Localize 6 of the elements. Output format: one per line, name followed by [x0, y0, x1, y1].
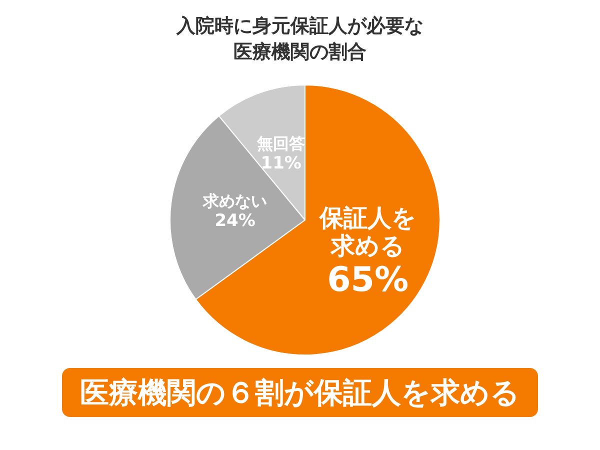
- slice-label: 保証人を求める: [318, 204, 416, 260]
- data-label: 24%: [214, 211, 256, 232]
- data-label: 65%: [327, 260, 409, 300]
- chart-title: 入院時に身元保証人が必要な医療機関の割合: [176, 15, 424, 63]
- text: 医療機関の６割が保証人を求める: [80, 376, 520, 410]
- slice-label: 求めない: [202, 192, 268, 211]
